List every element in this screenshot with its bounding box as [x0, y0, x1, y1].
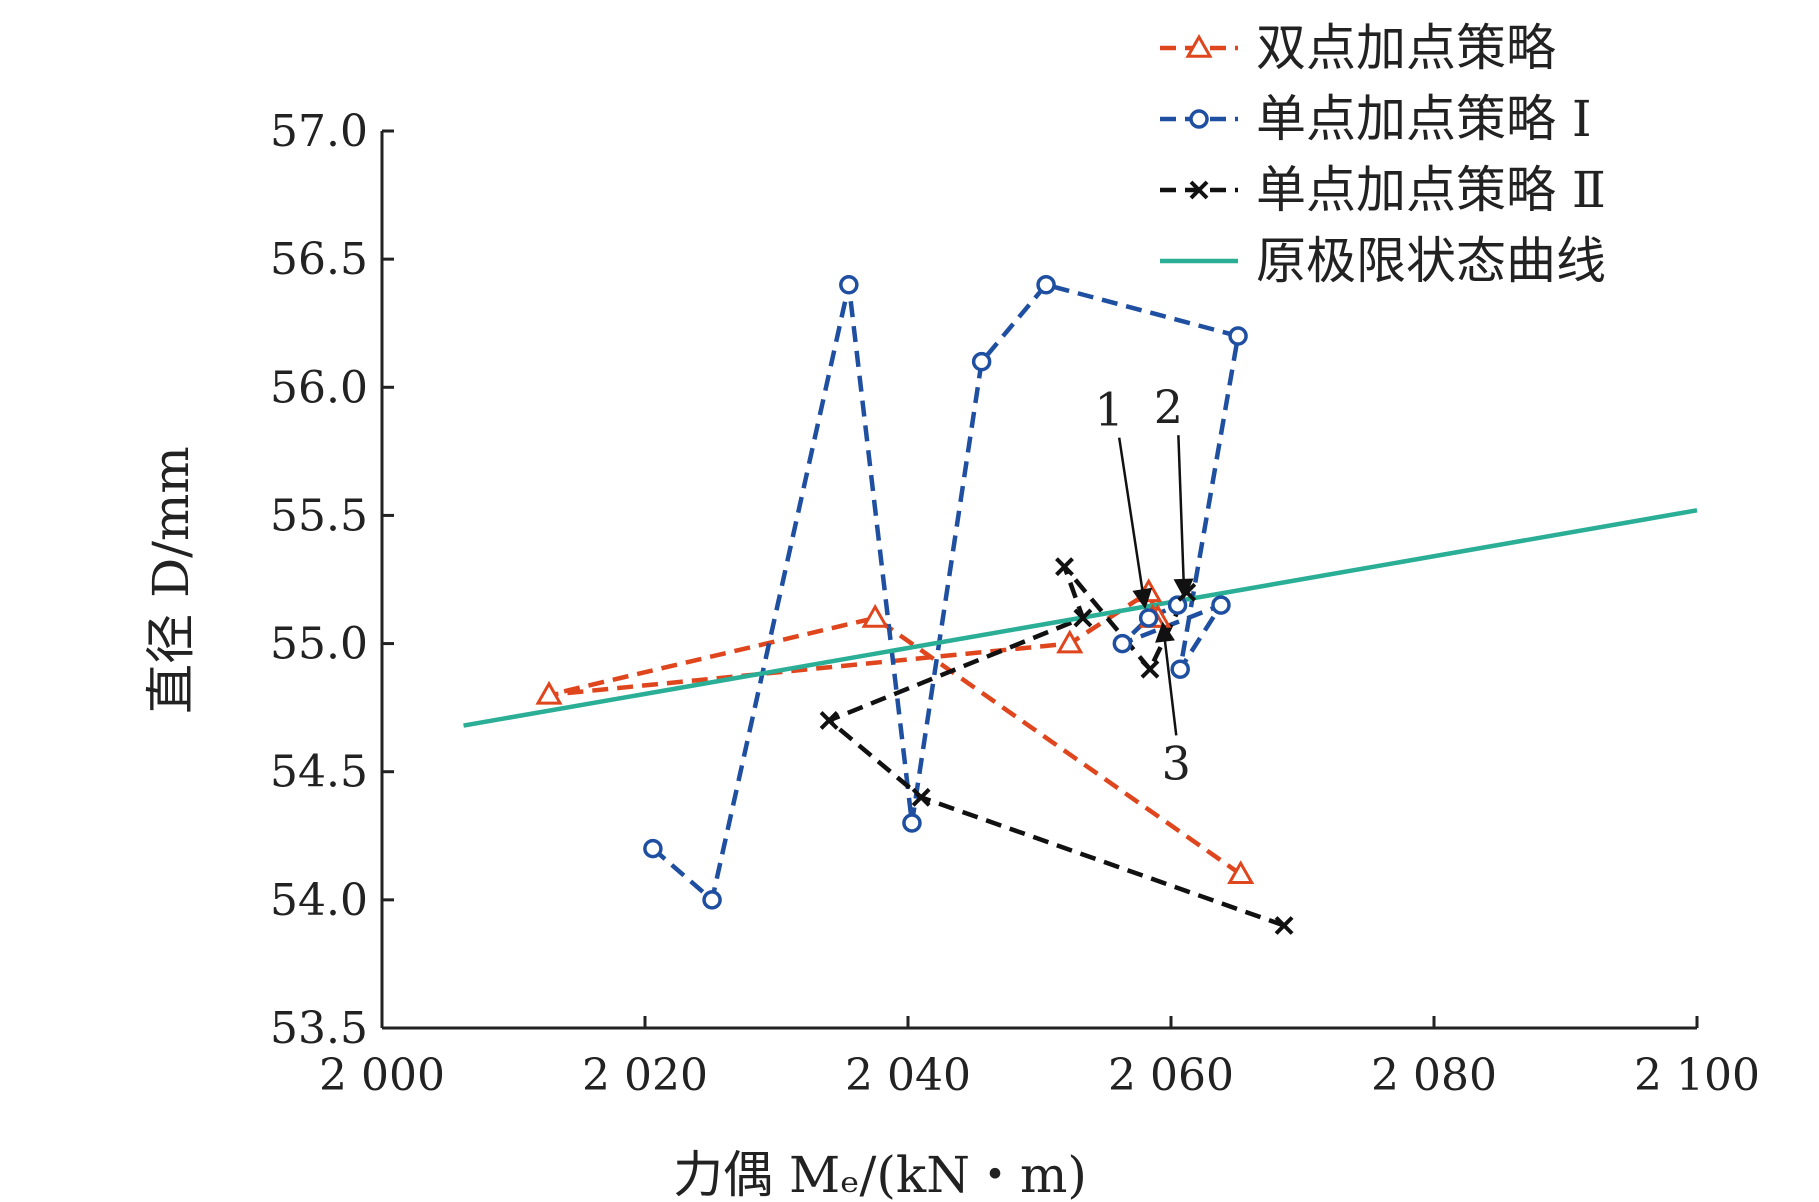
series-2-point — [1211, 595, 1231, 615]
series-1-point — [535, 680, 563, 705]
series-2-point — [839, 275, 859, 295]
series-1-point — [1227, 860, 1255, 884]
legend-label: 单点加点策略 Ⅰ — [1256, 90, 1592, 148]
y-axis-label: 直径 D/mm — [142, 446, 200, 714]
series-line-1 — [546, 590, 1242, 877]
annotation-label-3: 3 — [1162, 736, 1191, 790]
legend-marker — [1189, 180, 1209, 200]
legend-label: 双点加点策略 — [1256, 19, 1556, 77]
series-3-point — [1140, 659, 1160, 679]
series-2-point — [702, 890, 722, 910]
annotation-label-1: 1 — [1095, 383, 1124, 437]
y-tick-label: 53.5 — [270, 1003, 368, 1054]
series-3-point — [1073, 608, 1093, 628]
x-tick-label: 2 060 — [1108, 1050, 1234, 1101]
series-1-point — [1056, 629, 1084, 654]
x-tick-label: 2 000 — [319, 1050, 445, 1101]
series-2-point — [1167, 595, 1188, 615]
legend-item: 单点加点策略 Ⅱ — [1160, 161, 1606, 219]
legend-item: 原极限状态曲线 — [1160, 232, 1606, 290]
y-tick-label: 56.0 — [270, 362, 368, 413]
x-tick-label: 2 100 — [1634, 1050, 1760, 1101]
legend-marker — [1189, 109, 1209, 129]
axes — [380, 131, 1697, 1030]
plot-markers — [535, 275, 1294, 935]
y-tick-label: 54.0 — [270, 875, 368, 926]
series-line-2 — [651, 282, 1241, 903]
legend-item: 单点加点策略 Ⅰ — [1160, 90, 1592, 148]
series-3-point — [911, 787, 931, 807]
series-2-point — [643, 838, 663, 859]
annotation-arrow-2 — [1173, 435, 1194, 599]
series-2-point — [902, 813, 922, 833]
series-2-point — [1036, 275, 1056, 295]
ticks: 2 000 2 020 2 040 2 060 2 080 2 100 53.5 54.0 54… — [270, 106, 1760, 1101]
x-axis-label: 力偶 Mₑ/(kN・m) — [673, 1146, 1087, 1202]
y-tick-label: 57.0 — [270, 106, 368, 157]
x-tick-label: 2 020 — [582, 1050, 708, 1101]
y-tick-label: 55.0 — [270, 619, 368, 670]
series-2-point — [1170, 659, 1190, 679]
x-tick-label: 2 040 — [845, 1050, 971, 1101]
series-3-point — [819, 711, 839, 730]
legend-label: 原极限状态曲线 — [1256, 232, 1606, 290]
annotation-arrow-3 — [1155, 621, 1178, 736]
legend-item: 双点加点策略 — [1160, 19, 1556, 77]
series-2-point — [1112, 633, 1133, 654]
legend-label: 单点加点策略 Ⅱ — [1256, 161, 1606, 219]
annotation-arrow-1 — [1117, 437, 1153, 610]
y-tick-label: 55.5 — [270, 490, 368, 541]
x-tick-label: 2 080 — [1371, 1050, 1497, 1101]
series-2-point — [1138, 608, 1159, 628]
plot-lines — [463, 282, 1698, 928]
annotations: 1 2 3 — [1095, 380, 1194, 790]
series-2-point — [1228, 326, 1248, 346]
legend-marker — [1185, 33, 1213, 58]
series-2-point — [971, 351, 992, 372]
y-tick-label: 56.5 — [270, 234, 368, 285]
series-1-point — [861, 603, 889, 628]
series-3-point — [1055, 557, 1074, 577]
annotation-label-2: 2 — [1154, 380, 1183, 434]
series-3-point — [1274, 916, 1294, 935]
y-tick-label: 54.5 — [270, 747, 368, 798]
